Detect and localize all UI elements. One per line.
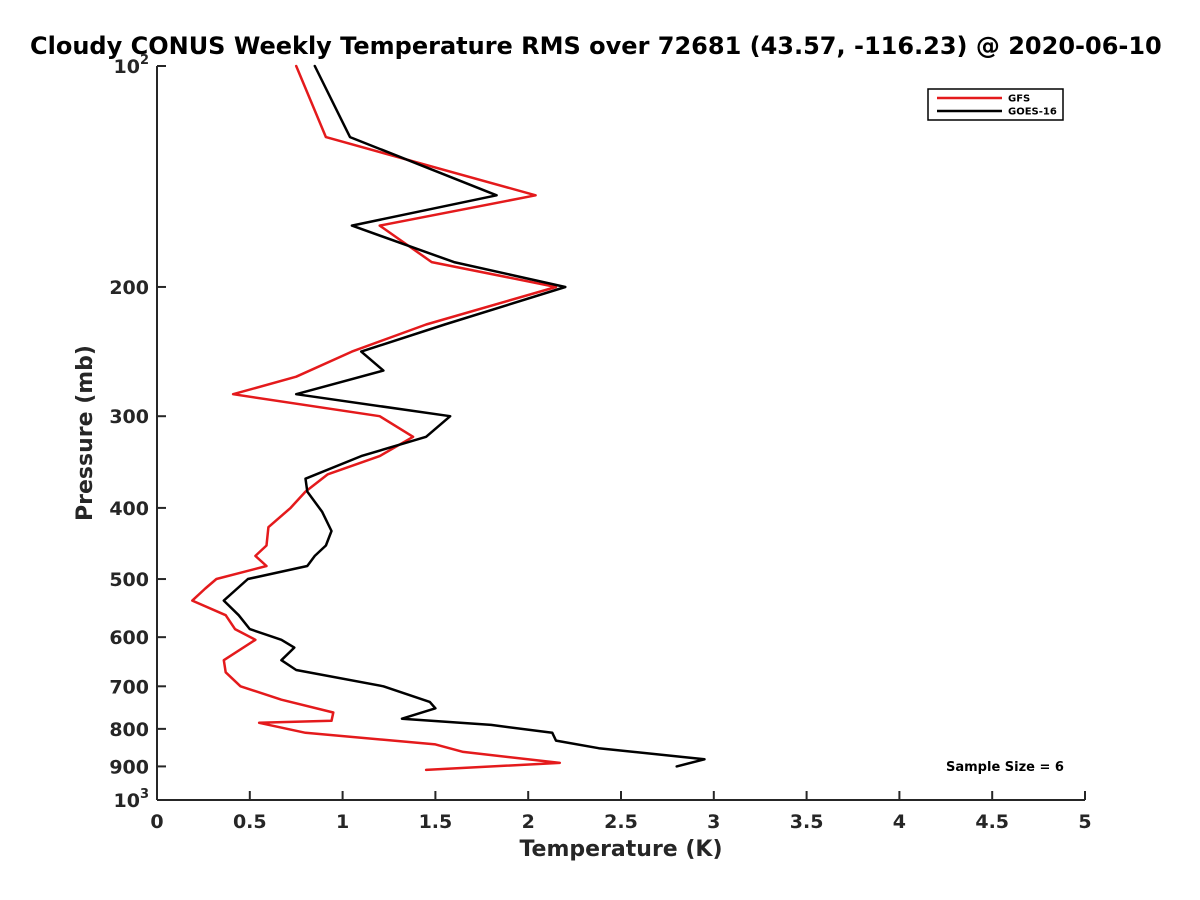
x-tick-label: 0 — [150, 811, 163, 833]
y-tick-label: 900 — [109, 756, 149, 778]
tick-base: 10 — [114, 790, 140, 812]
x-axis-label: Temperature (K) — [519, 837, 722, 862]
y-tick-label: 700 — [109, 676, 149, 698]
series-group — [191, 64, 706, 772]
y-tick-label: 200 — [109, 277, 149, 299]
y-tick-label-bottom: 103 — [114, 787, 150, 812]
legend-label-gfs: GFS — [1008, 94, 1030, 105]
y-tick-label: 400 — [109, 498, 149, 520]
legend-label-goes16: GOES-16 — [1008, 107, 1057, 118]
tick-exponent: 2 — [140, 53, 149, 68]
x-tick-label: 3.5 — [790, 811, 824, 833]
sample-size-annotation: Sample Size = 6 — [946, 760, 1064, 775]
x-tick-label: 5 — [1078, 811, 1091, 833]
y-tick-label: 600 — [109, 627, 149, 649]
y-tick-label: 300 — [109, 406, 149, 428]
x-tick-label: 3 — [707, 811, 720, 833]
y-tick-label: 800 — [109, 719, 149, 741]
legend-box — [927, 88, 1064, 121]
y-axis-label: Pressure (mb) — [73, 345, 98, 521]
x-tick-label: 1.5 — [419, 811, 453, 833]
y-tick-label-top: 102 — [114, 53, 150, 78]
series-line-gfs — [191, 64, 562, 772]
tick-base: 10 — [114, 56, 140, 78]
tick-exponent: 3 — [140, 787, 149, 802]
legend: GFS GOES-16 — [927, 88, 1064, 121]
y-tick-label: 500 — [109, 569, 149, 591]
chart-title: Cloudy CONUS Weekly Temperature RMS over… — [30, 32, 1162, 60]
x-tick-label: 0.5 — [233, 811, 267, 833]
x-tick-label: 2 — [522, 811, 535, 833]
x-tick-label: 2.5 — [604, 811, 638, 833]
x-tick-label: 4.5 — [975, 811, 1009, 833]
plot-area: 0 0.5 1 1.5 2 2.5 3 3.5 4 4.5 5 200 300 400 500 600 700… — [109, 53, 1091, 833]
x-axis-ticks: 0 0.5 1 1.5 2 2.5 3 3.5 4 4.5 5 — [150, 791, 1092, 833]
x-tick-label: 4 — [893, 811, 906, 833]
x-tick-label: 1 — [336, 811, 349, 833]
series-line-goes16 — [222, 64, 706, 768]
